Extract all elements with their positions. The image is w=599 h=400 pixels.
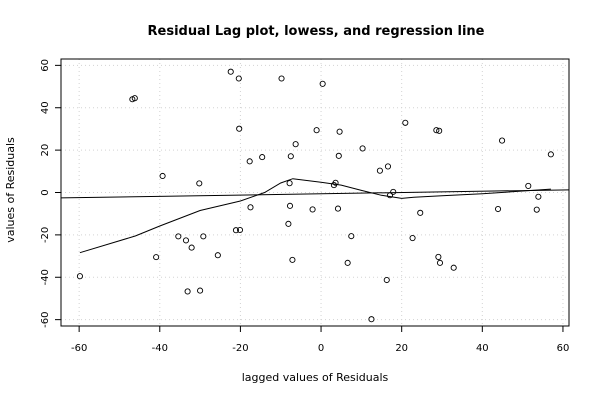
y-tick-label: -20	[40, 227, 51, 243]
data-point	[278, 75, 285, 82]
data-point	[232, 227, 240, 234]
x-tick-label: -60	[71, 343, 87, 354]
data-point	[335, 152, 342, 159]
data-point	[359, 145, 366, 152]
y-tick-label: 40	[40, 101, 51, 114]
y-axis-label: values of Residuals	[4, 137, 17, 243]
data-point	[197, 287, 204, 294]
data-point	[334, 205, 342, 212]
data-point	[236, 125, 243, 132]
data-point	[417, 209, 424, 216]
x-tick-label: 40	[476, 343, 489, 354]
data-point	[247, 204, 254, 211]
data-point	[259, 154, 266, 161]
lowess-curve	[79, 178, 551, 254]
data-point	[348, 233, 355, 240]
lowess-curve-group	[79, 178, 551, 254]
data-point	[390, 188, 397, 195]
data-point	[499, 137, 506, 144]
data-point	[319, 80, 326, 87]
x-tick-label: 0	[318, 343, 324, 354]
y-tick-label: -60	[40, 311, 51, 327]
data-point	[547, 151, 554, 158]
data-point	[286, 202, 294, 209]
grid	[61, 59, 569, 326]
data-point	[384, 163, 392, 170]
data-point	[285, 220, 292, 227]
data-point	[76, 273, 83, 280]
x-axis: -60 -40 -20 0 20 40 60	[71, 326, 569, 354]
y-tick-label: 0	[40, 189, 51, 195]
data-point	[494, 205, 502, 213]
regression-line	[60, 189, 570, 199]
data-point	[533, 206, 540, 213]
data-point	[246, 158, 253, 165]
data-point	[435, 253, 442, 260]
regression-line-group	[60, 189, 570, 199]
data-point	[336, 128, 343, 135]
data-point	[214, 252, 221, 259]
data-point	[402, 119, 409, 126]
data-point	[309, 206, 316, 213]
data-point	[175, 233, 182, 240]
data-point	[450, 264, 457, 271]
data-point	[196, 180, 203, 187]
data-point	[525, 182, 532, 189]
data-point	[287, 153, 294, 160]
x-tick-label: -40	[152, 343, 168, 354]
data-point	[235, 75, 242, 82]
y-axis: -60 -40 -20 0 20 40 60	[40, 59, 61, 328]
data-point	[433, 127, 440, 134]
data-point	[188, 244, 195, 251]
x-axis-label: lagged values of Residuals	[242, 371, 389, 384]
y-tick-label: 20	[40, 144, 51, 157]
data-point	[313, 127, 320, 134]
data-point	[236, 226, 244, 234]
data-point	[535, 193, 542, 200]
data-point	[131, 95, 138, 102]
scatter-points	[76, 68, 554, 323]
x-tick-label: 20	[395, 343, 408, 354]
x-tick-label: 60	[557, 343, 570, 354]
x-tick-label: -20	[232, 343, 248, 354]
data-point	[368, 316, 375, 323]
data-point	[436, 127, 443, 134]
data-point	[159, 172, 166, 180]
data-point	[383, 276, 390, 284]
data-point	[436, 259, 444, 266]
data-point	[289, 256, 296, 263]
data-point	[182, 237, 190, 244]
chart-title: Residual Lag plot, lowess, and regressio…	[148, 24, 485, 39]
data-point	[386, 192, 394, 199]
y-tick-label: 60	[40, 59, 51, 72]
data-point	[344, 259, 351, 266]
y-tick-label: -40	[40, 269, 51, 285]
data-point	[227, 68, 234, 75]
data-point	[200, 233, 207, 240]
data-point	[332, 179, 339, 186]
data-point	[184, 288, 191, 295]
data-point	[286, 180, 293, 187]
data-point	[376, 167, 383, 174]
data-point	[409, 235, 416, 242]
data-point	[153, 254, 160, 261]
data-point	[292, 141, 299, 148]
